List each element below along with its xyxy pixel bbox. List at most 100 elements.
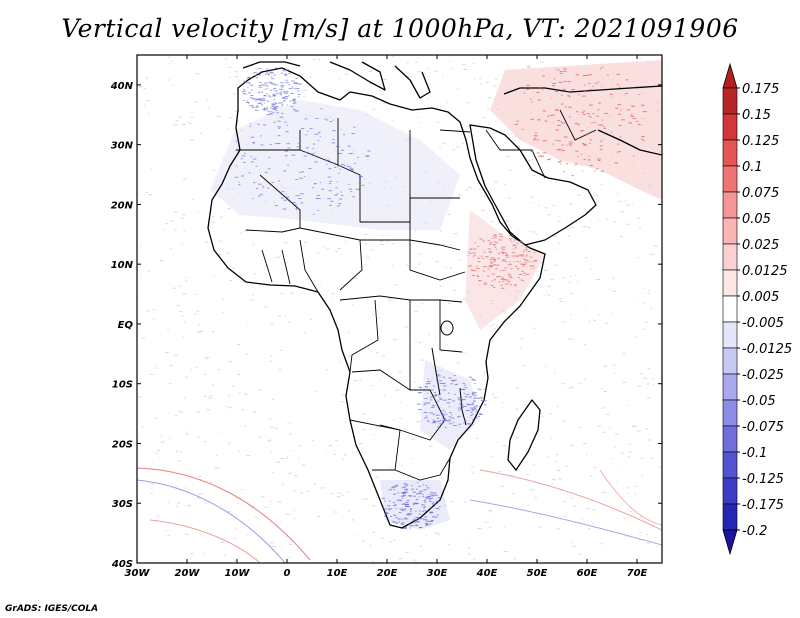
- speckle-dot: [237, 503, 240, 505]
- contour-dot: [632, 117, 637, 119]
- contour-dot: [473, 400, 476, 402]
- contour-dot: [413, 495, 416, 497]
- speckle-dot: [204, 241, 209, 243]
- speckle-dot: [267, 440, 271, 442]
- contour-dot: [259, 98, 262, 100]
- speckle-dot: [442, 142, 447, 144]
- contour-dot: [492, 257, 495, 259]
- speckle-dot: [264, 506, 268, 508]
- contour-dot: [439, 420, 444, 422]
- contour-dot: [598, 124, 602, 126]
- contour-dot: [255, 105, 259, 107]
- contour-dot: [468, 396, 473, 398]
- speckle-dot: [507, 221, 509, 223]
- contour-dot: [403, 528, 407, 530]
- contour-dot: [457, 399, 460, 401]
- speckle-dot: [581, 518, 583, 520]
- contour-dot: [507, 263, 512, 265]
- speckle-dot: [218, 240, 223, 242]
- contour-dot: [238, 181, 240, 183]
- speckle-dot: [383, 78, 387, 80]
- speckle-dot: [344, 73, 349, 75]
- contour-dot: [454, 384, 457, 386]
- contour-dot: [274, 107, 278, 109]
- speckle-dot: [169, 364, 173, 366]
- contour-dot: [248, 82, 251, 84]
- speckle-dot: [382, 355, 386, 357]
- contour-dot: [274, 84, 277, 86]
- contour-dot: [501, 269, 506, 271]
- contour-dot: [274, 143, 279, 145]
- speckle-dot: [203, 396, 207, 398]
- contour-dot: [588, 115, 591, 117]
- speckle-dot: [225, 58, 228, 60]
- speckle-dot: [286, 423, 290, 425]
- speckle-dot: [451, 501, 454, 503]
- contour-dot: [427, 381, 431, 383]
- speckle-dot: [328, 445, 333, 447]
- speckle-dot: [363, 233, 368, 235]
- contour-dot: [489, 259, 493, 261]
- speckle-dot: [583, 442, 587, 444]
- contour-dot: [292, 109, 296, 111]
- contour-dot: [483, 283, 487, 285]
- contour-dot: [429, 507, 432, 509]
- contour-dot: [472, 248, 477, 250]
- contour-dot: [295, 110, 299, 112]
- contour-dot: [247, 87, 249, 89]
- speckle-dot: [211, 384, 215, 386]
- speckle-dot: [223, 554, 226, 556]
- speckle-dot: [364, 344, 366, 346]
- contour-dot: [582, 113, 586, 115]
- contour-dot: [257, 92, 260, 94]
- speckle-dot: [366, 257, 370, 259]
- contour-dot: [293, 88, 295, 90]
- lake-tanganyika: [431, 347, 441, 396]
- contour-dot: [557, 161, 561, 163]
- contour-dot: [615, 107, 619, 109]
- speckle-dot: [643, 377, 647, 379]
- contour-dot: [429, 396, 433, 398]
- contour-dot: [526, 88, 530, 90]
- contour-dot: [475, 410, 478, 412]
- contour-dot: [312, 187, 315, 189]
- contour-dot: [427, 392, 429, 394]
- speckle-dot: [541, 415, 544, 417]
- speckle-dot: [365, 111, 367, 113]
- contour-dot: [309, 128, 313, 130]
- contour-dot: [442, 382, 446, 384]
- speckle-dot: [626, 492, 629, 494]
- contour-dot: [589, 74, 592, 76]
- speckle-dot: [649, 457, 654, 459]
- contour-dot: [394, 485, 398, 487]
- contour-dot: [439, 398, 443, 400]
- contour-dot: [590, 116, 592, 118]
- speckle-dot: [631, 425, 636, 427]
- speckle-dot: [319, 281, 321, 283]
- contour-dot: [586, 133, 589, 135]
- contour-dot: [266, 87, 269, 89]
- speckle-dot: [540, 261, 543, 263]
- speckle-dot: [441, 75, 444, 77]
- contour-dot: [411, 488, 414, 490]
- speckle-dot: [150, 483, 155, 485]
- colorbar-label: 0.175: [742, 82, 779, 97]
- speckle-dot: [175, 120, 179, 122]
- speckle-dot: [502, 445, 506, 447]
- contour-dot: [355, 188, 360, 190]
- speckle-dot: [234, 110, 239, 112]
- contour-dot: [521, 244, 523, 246]
- speckle-dot: [452, 149, 455, 151]
- contour-dot: [272, 95, 275, 97]
- speckle-dot: [419, 546, 423, 548]
- speckle-dot: [228, 442, 231, 444]
- contour-dot: [450, 383, 453, 385]
- speckle-dot: [652, 378, 655, 380]
- contour-dot: [499, 233, 503, 235]
- speckle-dot: [303, 96, 306, 98]
- speckle-dot: [202, 552, 204, 554]
- contour-dot: [423, 500, 426, 502]
- contour-dot: [506, 254, 509, 256]
- speckle-dot: [508, 169, 512, 171]
- speckle-dot: [434, 70, 438, 72]
